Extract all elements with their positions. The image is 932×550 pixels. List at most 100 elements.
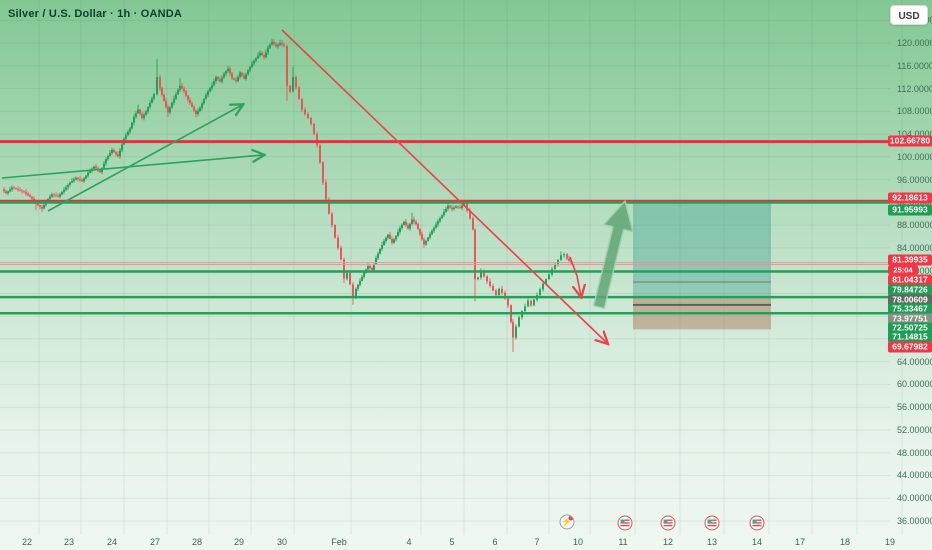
economic-event-icon[interactable] — [749, 515, 765, 531]
candle-body — [147, 107, 149, 112]
candle-body — [87, 172, 89, 176]
candle-body — [255, 58, 257, 61]
economic-event-icon[interactable] — [617, 515, 633, 531]
time-axis-tick: 14 — [751, 537, 763, 547]
candle-body — [395, 235, 397, 240]
candle-body — [474, 229, 476, 280]
candle-body — [189, 99, 191, 104]
candle-body — [143, 114, 145, 119]
candle-body — [95, 166, 97, 169]
candle-body — [443, 212, 445, 216]
candle-body — [391, 238, 393, 243]
candle-body — [221, 77, 223, 82]
time-axis-tick: 10 — [572, 537, 584, 547]
time-axis[interactable] — [0, 535, 932, 550]
candle-body — [169, 107, 171, 113]
price-level-label: 81.39935 — [888, 254, 932, 266]
candle-body — [273, 41, 275, 45]
alert-dot — [567, 515, 574, 522]
candle-body — [279, 43, 281, 45]
candle-body — [3, 189, 5, 192]
candle-body — [403, 221, 405, 225]
price-axis-tick: 64.00000 — [897, 356, 932, 367]
red-downtrend-arrow[interactable] — [281, 29, 607, 343]
green-trend-arrow[interactable] — [1, 155, 263, 179]
candle-body — [207, 91, 209, 96]
candle-body — [229, 68, 231, 74]
candle-body — [159, 77, 161, 89]
candle-body — [401, 224, 403, 228]
candle-body — [39, 205, 41, 207]
candle-body — [389, 234, 391, 239]
candle-body — [111, 149, 113, 154]
candle-body — [75, 177, 77, 180]
candle-body — [101, 167, 103, 173]
price-axis-tick: 40.00000 — [897, 493, 932, 504]
price-level-label: 69.67982 — [888, 341, 932, 353]
candle-body — [197, 111, 199, 115]
candle-body — [235, 79, 237, 82]
price-axis-tick: 116.00000 — [897, 60, 932, 71]
candle-body — [447, 205, 449, 209]
economic-event-icon[interactable] — [704, 515, 720, 531]
candle-body — [215, 77, 217, 82]
trend-drawings[interactable] — [1, 29, 634, 343]
profit-zone[interactable] — [633, 201, 771, 298]
price-level-label: 92.18613 — [888, 192, 932, 204]
candle-body — [219, 79, 221, 82]
candle-body — [437, 221, 439, 225]
candle-body — [283, 44, 285, 46]
candle-body — [281, 43, 283, 45]
candle-body — [301, 98, 303, 110]
candle-body — [413, 219, 415, 222]
price-axis-tick: 108.00000 — [897, 106, 932, 117]
candle-body — [357, 284, 359, 289]
candle-body — [461, 205, 463, 209]
candle-body — [379, 248, 381, 254]
candle-body — [340, 247, 342, 260]
candle-body — [213, 81, 215, 86]
price-axis-tick: 36.00000 — [897, 516, 932, 526]
candle-body — [267, 47, 269, 53]
candle-body — [316, 134, 318, 146]
candle-body — [149, 102, 151, 108]
time-axis-tick: Feb — [331, 537, 347, 547]
green-trend-arrow[interactable] — [47, 105, 242, 212]
candle-body — [141, 113, 143, 119]
candle-body — [61, 192, 63, 195]
position-zones[interactable] — [633, 201, 771, 330]
red-projection-arrow[interactable] — [569, 256, 581, 296]
horizontal-level-lines[interactable] — [0, 140, 890, 315]
candle-body — [175, 94, 177, 99]
candle-body — [524, 306, 526, 312]
candle-body — [109, 153, 111, 157]
time-axis-tick: 27 — [149, 537, 161, 547]
big-green-arrow[interactable] — [592, 200, 634, 310]
economic-event-icon[interactable] — [660, 515, 676, 531]
candle-body — [15, 188, 17, 190]
candle-body — [453, 207, 455, 210]
candle-body — [105, 159, 107, 164]
candle-body — [135, 113, 137, 117]
candle-body — [191, 103, 193, 107]
candle-body — [251, 63, 253, 67]
candle-body — [405, 221, 407, 226]
candle-body — [81, 180, 83, 182]
candle-body — [156, 77, 158, 95]
candle-body — [27, 193, 29, 196]
currency-button[interactable]: USD — [890, 5, 928, 25]
candle-body — [375, 258, 377, 265]
time-axis-tick: 29 — [233, 537, 245, 547]
candle-body — [363, 272, 365, 277]
candle-body — [477, 277, 479, 280]
candle-body — [41, 206, 43, 209]
candle-body — [469, 210, 471, 219]
candle-body — [515, 326, 517, 338]
price-axis-tick: 104.00000 — [897, 129, 932, 140]
candle-body — [539, 289, 541, 296]
candle-body — [89, 170, 91, 173]
price-level-label: 78.00609 — [888, 294, 932, 306]
earnings-event-icon[interactable]: ⚡ — [559, 514, 575, 530]
